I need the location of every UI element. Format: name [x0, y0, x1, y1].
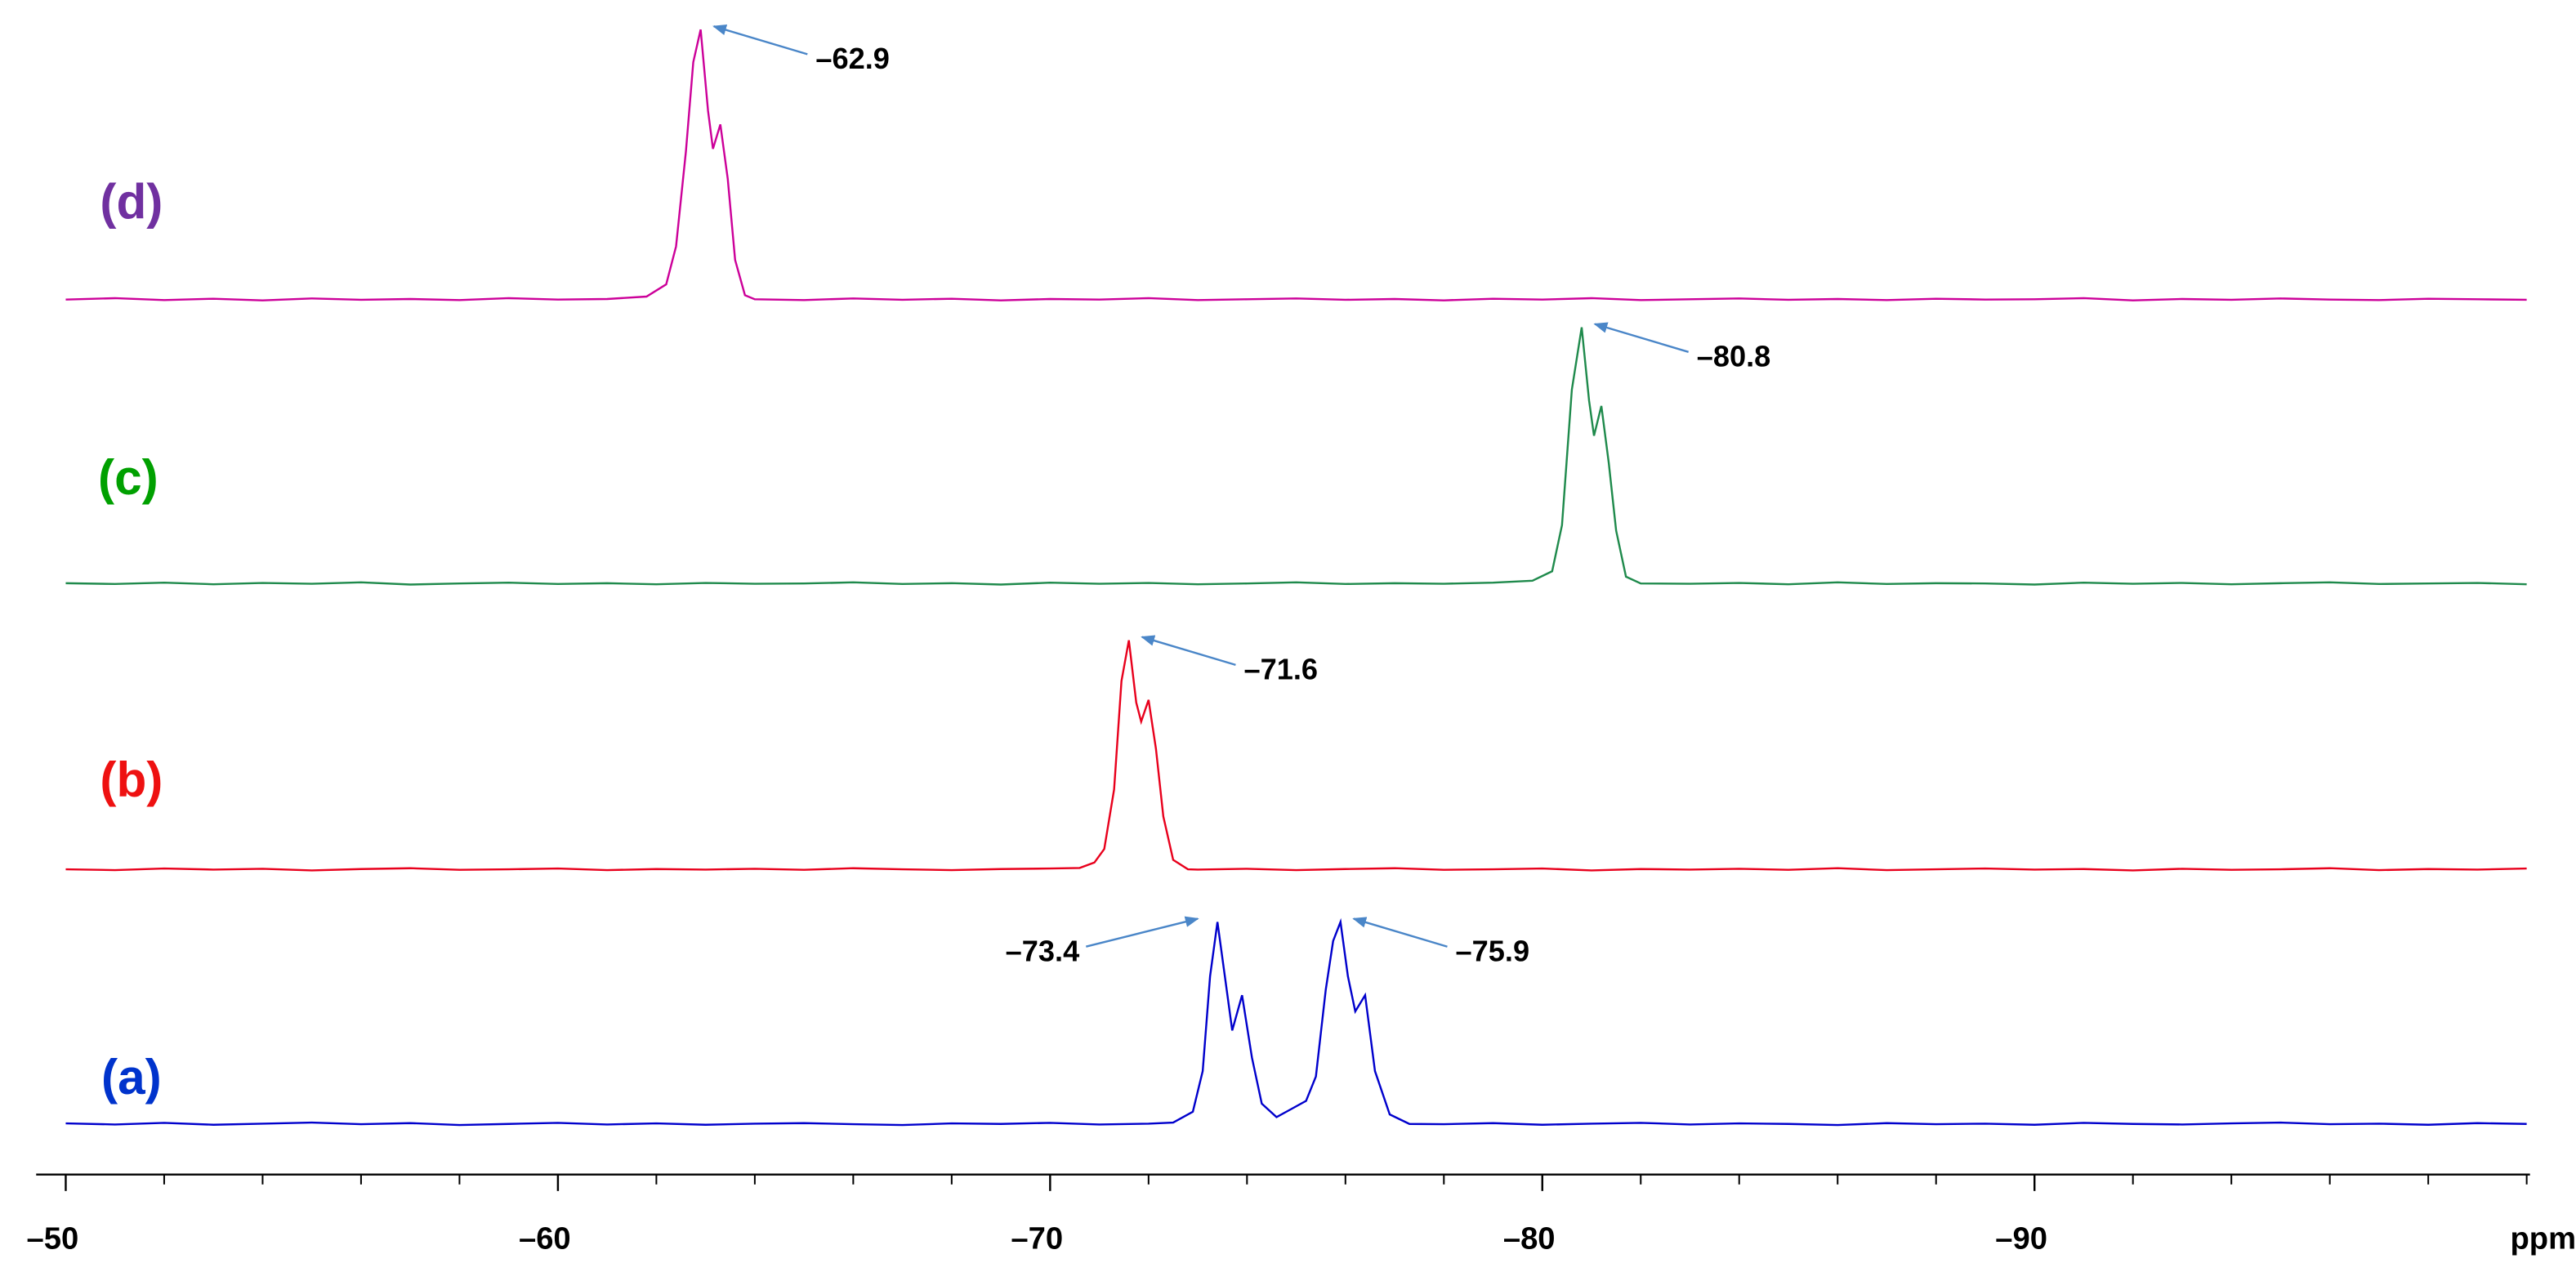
x-tick-label: –60 — [519, 1221, 571, 1256]
series-label: (d) — [100, 173, 163, 229]
annotation-arrow — [1141, 635, 1236, 667]
annotation-label: –73.4 — [1006, 934, 1080, 967]
spectrum-line — [65, 29, 2527, 301]
x-tick-label: –50 — [27, 1221, 79, 1256]
annotation-label: –71.6 — [1243, 652, 1318, 685]
x-tick-label: –80 — [1503, 1221, 1556, 1256]
annotation-arrow — [1593, 322, 1690, 353]
annotation-label: –80.8 — [1697, 339, 1771, 373]
annotation-label: –62.9 — [815, 42, 890, 75]
annotation-label: –75.9 — [1456, 934, 1530, 967]
annotation-arrow — [1086, 916, 1199, 948]
annotation-arrow — [712, 25, 808, 56]
spectrum-line — [65, 327, 2527, 586]
x-tick-label: –90 — [1995, 1221, 2047, 1256]
spectrum-line — [65, 640, 2527, 872]
series-label: (a) — [101, 1049, 162, 1105]
spectrum-line — [65, 917, 2527, 1127]
x-axis-label: ppm — [2510, 1221, 2576, 1256]
x-tick-label: –70 — [1011, 1221, 1063, 1256]
series-label: (c) — [98, 449, 158, 505]
annotation-arrow — [1352, 917, 1448, 948]
series-label: (b) — [100, 752, 163, 807]
